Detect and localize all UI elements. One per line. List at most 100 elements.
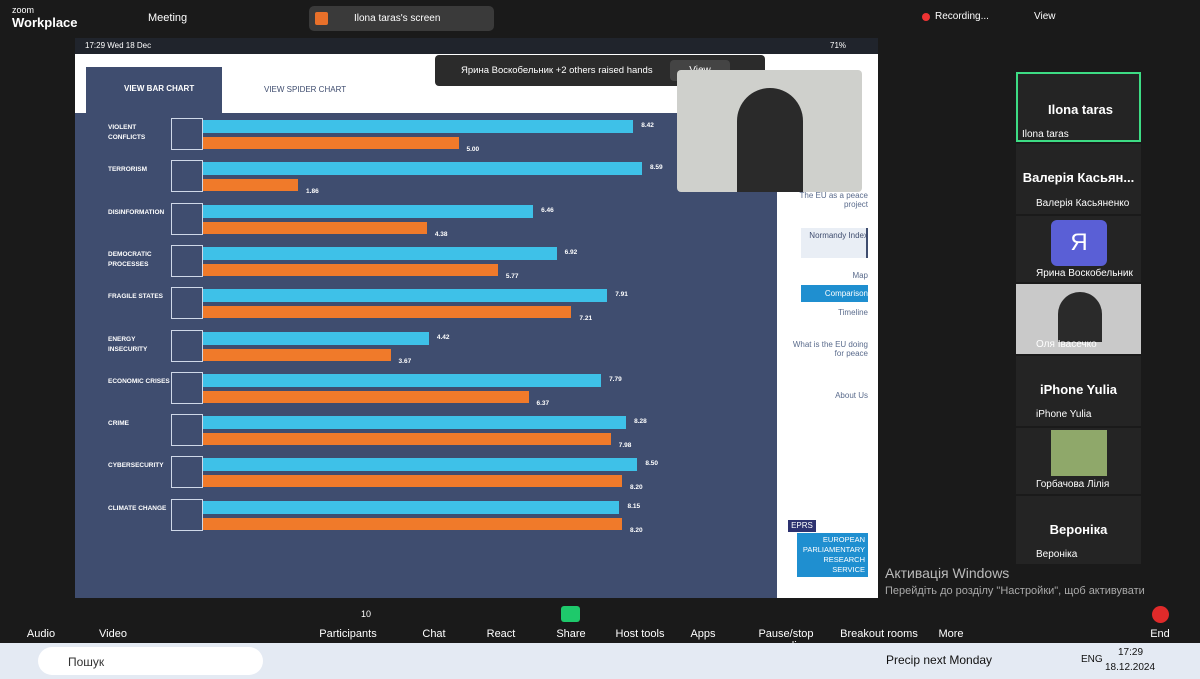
- participant-label: Горбачова Лілія: [1036, 479, 1110, 490]
- end-icon: [1152, 606, 1169, 623]
- share-pill[interactable]: Ilona taras's screen: [309, 6, 494, 31]
- participant-name: Вероніка: [1049, 522, 1108, 537]
- nav-item[interactable]: What is the EU doing for peace: [792, 340, 868, 358]
- nav-highlight: [801, 228, 868, 258]
- tab-bar-chart[interactable]: VIEW BAR CHART: [86, 67, 222, 113]
- participant-tile[interactable]: Горбачова Лілія: [1016, 428, 1141, 494]
- bar: [203, 137, 459, 149]
- bar: [203, 289, 608, 303]
- participant-label: iPhone Yulia: [1036, 409, 1092, 420]
- bar: [203, 204, 534, 218]
- participants[interactable]: Participants: [319, 628, 377, 640]
- nav-item[interactable]: Normandy Index: [809, 231, 868, 240]
- bar: [203, 306, 572, 319]
- category-icon: [171, 329, 203, 362]
- tab-spider-chart[interactable]: VIEW SPIDER CHART: [264, 85, 347, 94]
- avatar: Я: [1051, 220, 1107, 266]
- top-bar: zoom Workplace Meeting Ilona taras's scr…: [0, 0, 1200, 36]
- language[interactable]: ENG: [1081, 654, 1103, 665]
- participant-label: Вероніка: [1036, 549, 1078, 560]
- search-text: Пошук: [68, 655, 105, 669]
- notification-text: Ярина Воскобельник +2 others raised hand…: [461, 65, 653, 76]
- participant-tile[interactable]: Ilona taras Ilona taras: [1016, 72, 1141, 142]
- toolbar: Audio Video Participants 10 Chat React S…: [0, 598, 1200, 652]
- nav-item[interactable]: Comparison: [824, 289, 868, 298]
- bar: [203, 331, 429, 345]
- weather[interactable]: Precip next Monday: [886, 653, 993, 667]
- share[interactable]: Share: [556, 628, 586, 640]
- react[interactable]: React: [486, 628, 516, 640]
- tab-label: VIEW BAR CHART: [124, 84, 195, 93]
- eprs-name: EUROPEAN PARLIAMENTARY RESEARCH SERVICE: [797, 533, 868, 577]
- category-label: VIOLENT CONFLICTS: [108, 124, 146, 141]
- recording: Recording...: [935, 11, 989, 22]
- value-label: 6.92: [564, 248, 578, 256]
- clock-time: 17:29: [1118, 647, 1144, 658]
- value-label: 8.20: [630, 526, 643, 534]
- value-label: 6.37: [536, 399, 550, 407]
- person: [1058, 292, 1102, 342]
- speaker-video: [677, 70, 862, 192]
- category-icon: [171, 244, 203, 277]
- category-label: DISINFORMATION: [108, 208, 165, 216]
- bar: [203, 373, 602, 387]
- chat[interactable]: Chat: [422, 628, 446, 640]
- value-label: 8.50: [645, 460, 658, 468]
- meeting-label[interactable]: Meeting: [148, 12, 188, 24]
- bar: [203, 433, 611, 446]
- category-label: DEMOCRATIC PROCESSES: [108, 250, 152, 268]
- end[interactable]: End: [1150, 628, 1170, 640]
- nav-item[interactable]: The EU as a peace project: [799, 191, 868, 209]
- bar: [203, 500, 620, 514]
- status-time: 17:29 Wed 18 Dec: [85, 41, 152, 50]
- bar: [203, 348, 391, 361]
- bar: [203, 179, 299, 192]
- value-label: 5.77: [505, 272, 519, 280]
- side-nav: The EU as a peace project Normandy Index…: [777, 113, 878, 598]
- clock-date: 18.12.2024: [1105, 662, 1156, 673]
- rec-dot: [922, 13, 930, 21]
- share-icon: [561, 606, 580, 622]
- share-label: Ilona taras's screen: [354, 13, 441, 24]
- participant-tile[interactable]: Валерія Касьян... Валерія Касьяненко: [1016, 144, 1141, 214]
- nav-item[interactable]: About Us: [835, 391, 868, 400]
- apps[interactable]: Apps: [690, 628, 716, 640]
- logo: Workplace: [12, 15, 78, 30]
- participants-count: 10: [361, 609, 372, 619]
- bar: [203, 416, 627, 430]
- value-label: 7.79: [609, 375, 622, 383]
- more[interactable]: More: [938, 628, 964, 640]
- category-label: CRIME: [108, 420, 129, 428]
- bar: [203, 517, 623, 530]
- category-icon: [171, 118, 203, 150]
- category-icon: [171, 456, 203, 489]
- search-box[interactable]: Пошук: [38, 647, 263, 675]
- view-button[interactable]: View: [1034, 11, 1056, 22]
- category-label: FRAGILE STATES: [108, 293, 164, 301]
- participant-tile[interactable]: Оля Івасечко: [1016, 284, 1141, 354]
- participant-label: Оля Івасечко: [1036, 339, 1097, 350]
- bar: [203, 263, 498, 276]
- participant-label: Ilona taras: [1022, 129, 1069, 140]
- participant-name: iPhone Yulia: [1039, 382, 1118, 397]
- value-label: 8.28: [634, 418, 647, 426]
- nav-item[interactable]: Map: [852, 271, 868, 280]
- participant-name: Ilona taras: [1047, 102, 1114, 117]
- audio[interactable]: Audio: [26, 628, 56, 640]
- participant-tile[interactable]: Вероніка Вероніка: [1016, 496, 1141, 564]
- value-label: 8.15: [627, 502, 641, 510]
- bar: [203, 120, 634, 133]
- participant-tile[interactable]: iPhone Yulia iPhone Yulia: [1016, 356, 1141, 426]
- value-label: 6.46: [541, 206, 554, 214]
- avatar: [315, 12, 328, 25]
- value-label: 3.67: [398, 357, 412, 365]
- person: [737, 88, 803, 192]
- participant-tile[interactable]: Я Ярина Воскобельник: [1016, 216, 1141, 282]
- category-icon: [171, 414, 203, 447]
- host-tools[interactable]: Host tools: [615, 628, 665, 640]
- breakout-rooms[interactable]: Breakout rooms: [840, 628, 918, 640]
- bar: [203, 162, 642, 176]
- nav-item[interactable]: Timeline: [838, 308, 868, 317]
- video[interactable]: Video: [99, 628, 127, 640]
